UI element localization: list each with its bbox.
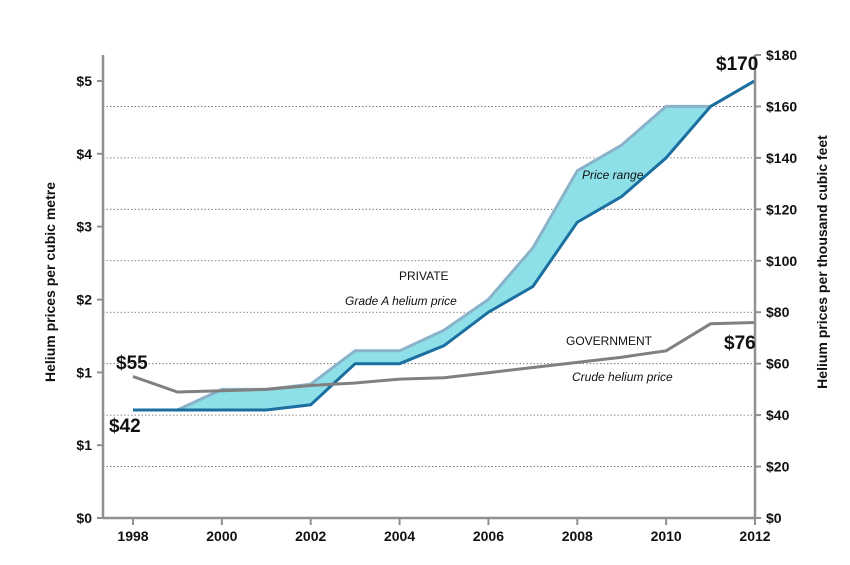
crude-helium-price-line (132, 321, 756, 394)
end-low-label: $76 (724, 333, 756, 354)
left-axis-title: Helium prices per cubic metre (42, 182, 58, 382)
left-tick-label: $2 (76, 292, 92, 308)
private-label: PRIVATE (399, 269, 449, 283)
left-tick-label: $1 (76, 437, 92, 453)
government-sublabel: Crude helium price (572, 370, 673, 384)
gridlines (103, 106, 755, 467)
private-sublabel: Grade A helium price (345, 294, 457, 308)
start-low-label: $42 (109, 416, 141, 437)
x-tick-label: 2008 (562, 528, 593, 544)
x-tick-label: 2006 (473, 528, 504, 544)
government-label: GOVERNMENT (566, 334, 653, 348)
right-tick-label: $20 (766, 459, 790, 475)
price-range-area (133, 80, 755, 410)
right-tick-label: $180 (766, 47, 797, 63)
x-tick-label: 2010 (651, 528, 682, 544)
end-high-label: $170 (716, 54, 758, 75)
x-tick-label: 2012 (739, 528, 770, 544)
left-axis-ticks: $0 $1 $1 $2 $3 $4 $5 (76, 73, 103, 526)
left-tick-label: $0 (76, 510, 92, 526)
x-axis-ticks: 1998 2000 2002 2004 2006 2008 2010 2012 (117, 518, 771, 544)
left-tick-label: $4 (76, 146, 92, 162)
right-tick-label: $80 (766, 304, 790, 320)
x-tick-label: 2002 (295, 528, 326, 544)
right-tick-label: $120 (766, 201, 797, 217)
right-tick-label: $40 (766, 407, 790, 423)
right-tick-label: $100 (766, 253, 797, 269)
right-tick-label: $60 (766, 356, 790, 372)
x-tick-label: 2004 (384, 528, 415, 544)
right-tick-label: $0 (766, 510, 782, 526)
price-range-label: Price range (582, 168, 644, 182)
right-tick-label: $160 (766, 98, 797, 114)
grade-a-helium-price-line (133, 79, 756, 412)
right-axis-title: Helium prices per thousand cubic feet (814, 135, 830, 389)
left-tick-label: $1 (76, 364, 92, 380)
right-tick-label: $140 (766, 150, 797, 166)
left-tick-label: $3 (76, 219, 92, 235)
x-tick-label: 2000 (206, 528, 237, 544)
x-tick-label: 1998 (117, 528, 148, 544)
start-high-label: $55 (116, 353, 148, 374)
left-tick-label: $5 (76, 73, 92, 89)
right-axis-ticks: $0 $20 $40 $60 $80 $100 $120 $140 $160 $180 (755, 47, 797, 526)
